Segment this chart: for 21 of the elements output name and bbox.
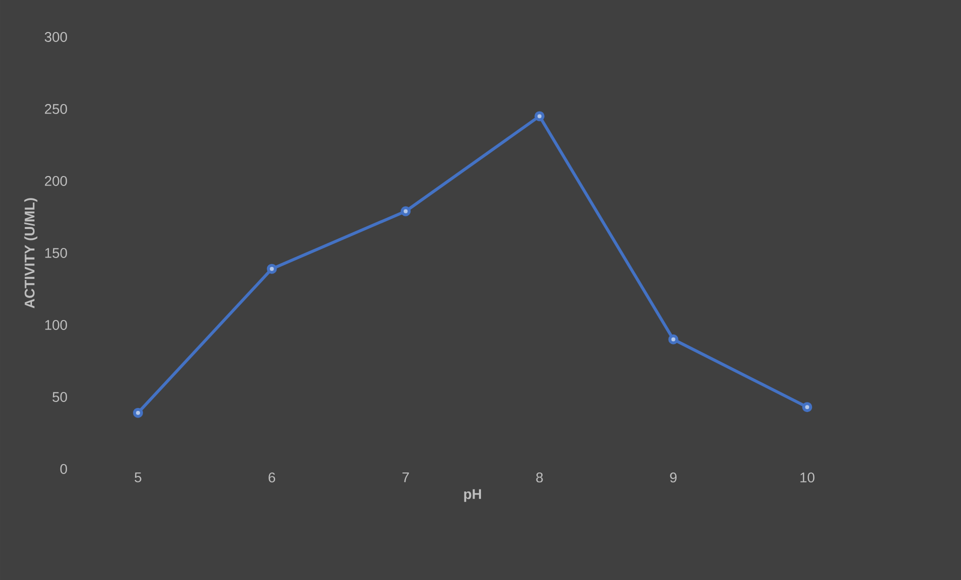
x-tick-label: 6 [268,472,276,482]
point [133,408,144,418]
y-tick-label: 0 [60,464,68,474]
x-tick-label: 7 [402,472,409,482]
y-axis-title: ACTIVITY (U/ML) [24,198,38,308]
x-tick-label: 5 [134,472,142,482]
x-tick-label: 10 [800,472,814,482]
y-tick-label: 50 [52,392,68,402]
point [400,206,411,216]
x-tick-label: 8 [536,472,543,482]
x-axis-title: pH [464,489,481,502]
point [668,334,678,344]
y-tick-label: 200 [44,176,68,186]
point [802,402,812,412]
x-tick-label: 9 [670,472,677,482]
y-tick-label: 100 [45,320,68,330]
point [266,264,277,274]
point [534,111,545,122]
y-tick-label: 250 [44,104,68,114]
y-tick-label: 300 [44,32,68,42]
y-tick-label: 150 [45,248,68,258]
